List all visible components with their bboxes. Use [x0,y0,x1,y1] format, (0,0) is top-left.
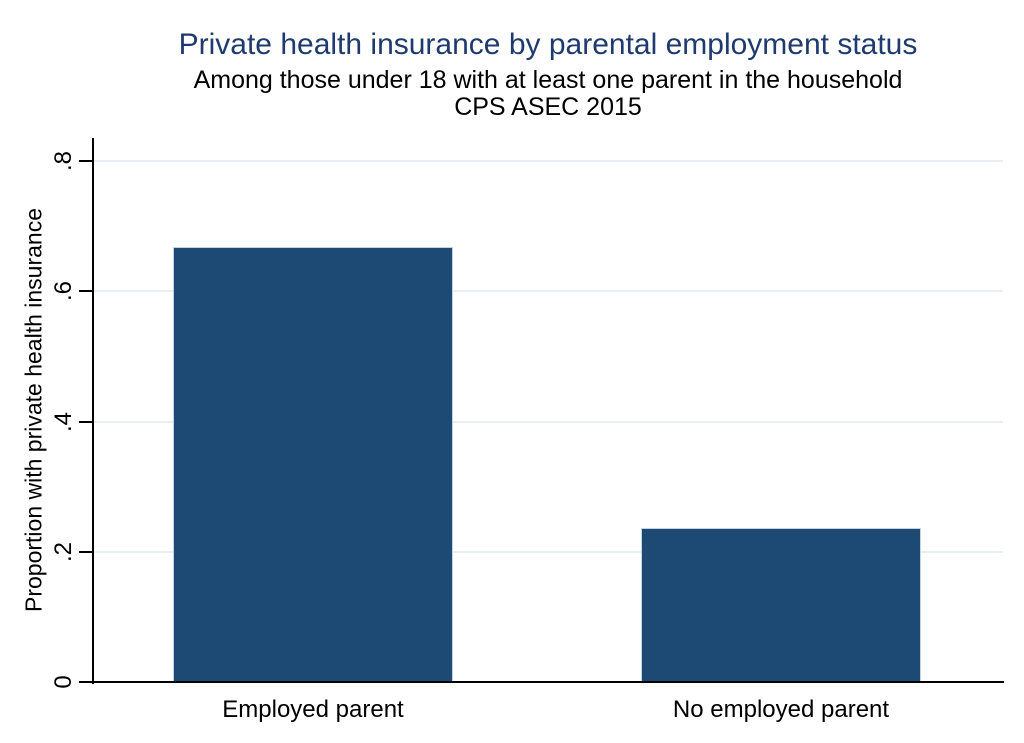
plot-area: 0 .2 .4 .6 .8 Employed parent No employed pare… [50,138,1004,723]
y-tick-label-.8: .8 [50,151,77,172]
gridline-y-.6 [94,290,1003,293]
y-axis-line [92,138,94,684]
chart-subtitle-source: CPS ASEC 2015 [454,93,642,121]
y-tick-.4 [79,420,92,423]
chart-subtitle: Among those under 18 with at least one p… [193,66,903,94]
y-tick-label-.4: .4 [50,411,77,432]
x-category-label-2: No employed parent [672,696,890,723]
chart-header: Private health insurance by parental emp… [93,0,1003,121]
y-tick-.8 [79,160,92,163]
y-tick-0 [79,681,92,683]
x-axis-line [92,681,1004,683]
y-tick-label-.2: .2 [50,541,77,562]
y-tick-.6 [79,290,92,293]
bar-no-employed-parent [641,528,921,681]
y-tick-label-0: 0 [50,675,77,689]
chart-title: Private health insurance by parental emp… [178,28,918,61]
bar-employed-parent [173,247,453,681]
gridline-y-.8 [94,160,1003,163]
y-tick-label-.6: .6 [50,281,77,302]
gridline-y-.2 [94,550,1003,553]
y-tick-.2 [79,550,92,553]
gridline-y-.4 [94,420,1003,423]
x-category-label-1: Employed parent [222,696,404,723]
y-axis-title: Proportion with private health insurance [20,207,47,613]
